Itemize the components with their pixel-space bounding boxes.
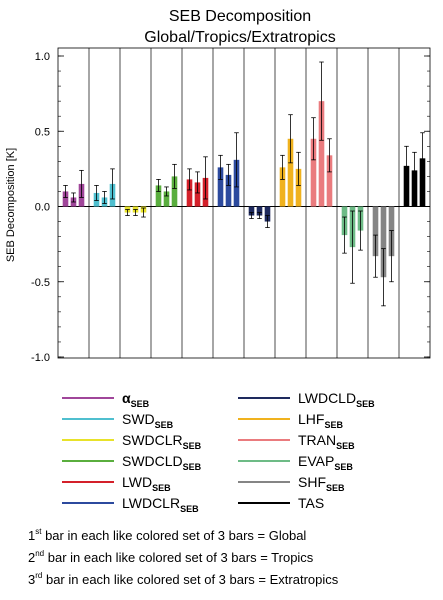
legend-label: SHFSEB xyxy=(298,474,345,493)
note-line-2: 2nd bar in each like colored set of 3 ba… xyxy=(28,549,314,565)
legend-label: LHFSEB xyxy=(298,411,343,430)
chart-title-line1: SEB Decomposition xyxy=(169,8,311,25)
legend-label: LWDSEB xyxy=(122,474,171,493)
y-tick-label: 0.5 xyxy=(35,126,50,138)
legend-label: TAS xyxy=(298,495,324,511)
legend: αSEB SWDSEB SWDCLRSEB SWDCLDSEB LWDSEB LWDCLR… xyxy=(62,390,375,514)
y-tick-label: -0.5 xyxy=(31,277,50,289)
chart-title-line2: Global/Tropics/Extratropics xyxy=(144,29,335,46)
legend-item-α: αSEB xyxy=(62,390,150,409)
y-tick-label: 1.0 xyxy=(35,51,50,63)
legend-item-swdclr: SWDCLRSEB xyxy=(62,432,202,451)
bar-lwdcld-1 xyxy=(248,206,255,216)
legend-label: TRANSEB xyxy=(298,432,355,451)
legend-item-tran: TRANSEB xyxy=(238,432,355,451)
bar-tas-1 xyxy=(403,165,410,207)
bar-swdcld-3 xyxy=(171,176,178,207)
bar-tran-2 xyxy=(318,101,325,207)
bar-tran-3 xyxy=(326,155,333,207)
legend-label: SWDCLRSEB xyxy=(122,432,202,451)
bar-lwdcld-3 xyxy=(264,206,271,222)
legend-label: SWDCLDSEB xyxy=(122,453,202,472)
y-tick-label: -1.0 xyxy=(31,352,50,364)
legend-item-shf: SHFSEB xyxy=(238,474,345,493)
note-line-3: 3rd bar in each like colored set of 3 ba… xyxy=(28,571,339,587)
legend-item-swd: SWDSEB xyxy=(62,411,174,430)
note-line-1: 1st bar in each like colored set of 3 ba… xyxy=(28,527,306,543)
bar-shf-2 xyxy=(380,206,387,278)
legend-item-tas: TAS xyxy=(238,495,324,511)
y-tick-label: 0.0 xyxy=(35,202,50,214)
legend-item-lwd: LWDSEB xyxy=(62,474,171,493)
bar-lhf-1 xyxy=(279,167,286,207)
bar-order-notes: 1st bar in each like colored set of 3 ba… xyxy=(28,527,339,587)
legend-item-lwdclr: LWDCLRSEB xyxy=(62,495,199,514)
bar-lwdclr-2 xyxy=(225,174,232,207)
bar-lwdcld-2 xyxy=(256,206,263,216)
legend-label: αSEB xyxy=(122,390,150,409)
bar-lwd-1 xyxy=(186,179,193,207)
bar-lwd-2 xyxy=(194,182,201,207)
legend-item-evap: EVAPSEB xyxy=(238,453,353,472)
legend-label: LWDCLRSEB xyxy=(122,495,199,514)
legend-item-lhf: LHFSEB xyxy=(238,411,343,430)
bar-lhf-2 xyxy=(287,138,294,207)
legend-label: SWDSEB xyxy=(122,411,174,430)
bar-shf-1 xyxy=(372,206,379,257)
bar-α-1 xyxy=(62,191,69,207)
legend-label: LWDCLDSEB xyxy=(298,390,375,409)
bar-swdcld-1 xyxy=(155,185,162,207)
plot-area: 1.0 0.5 0.0 -0.5 -1.0 xyxy=(31,47,431,364)
bar-lwdclr-1 xyxy=(217,167,224,207)
bar-swdcld-2 xyxy=(163,191,170,207)
legend-item-swdcld: SWDCLDSEB xyxy=(62,453,202,472)
legend-label: EVAPSEB xyxy=(298,453,353,472)
bar-tran-1 xyxy=(310,138,317,207)
legend-item-lwdcld: LWDCLDSEB xyxy=(238,390,375,409)
bar-lhf-3 xyxy=(295,168,302,207)
y-axis-label: SEB Decomposition [K] xyxy=(5,148,17,262)
